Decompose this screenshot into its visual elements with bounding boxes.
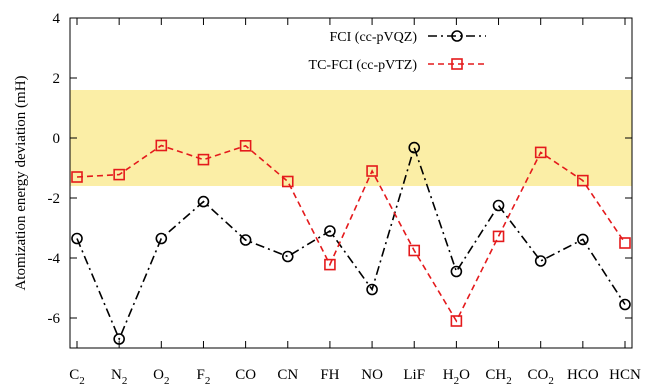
data-point	[324, 225, 336, 237]
series-layer	[71, 139, 631, 345]
legend-label: TC-FCI (cc-pVTZ)	[309, 58, 418, 73]
data-point	[450, 265, 463, 278]
data-point	[408, 244, 421, 257]
x-tick-label: C2	[69, 367, 85, 387]
data-point	[408, 141, 421, 154]
y-tick-label: 2	[53, 71, 61, 87]
x-tick-label: O2	[153, 367, 169, 387]
data-point	[239, 140, 252, 152]
data-point	[450, 315, 463, 327]
y-tick-label: -4	[48, 251, 61, 267]
series-line	[76, 144, 626, 342]
data-point	[492, 230, 505, 243]
data-point	[197, 195, 210, 208]
data-point	[534, 255, 547, 267]
x-tick-label: NO	[361, 367, 383, 383]
series-tc-fci	[71, 139, 631, 327]
data-point	[366, 165, 378, 177]
x-tick-label: HCN	[609, 367, 641, 383]
data-point	[366, 283, 378, 296]
data-point	[197, 153, 210, 166]
x-tick-label: N2	[111, 367, 127, 387]
chemical-accuracy-band-layer	[70, 90, 632, 186]
legend: FCI (cc-pVQZ) TC-FCI (cc-pVTZ)	[309, 30, 486, 73]
data-point	[281, 250, 294, 263]
data-point	[324, 258, 336, 271]
data-point	[155, 232, 168, 245]
series-line	[76, 144, 626, 323]
x-tick-label: H2O	[443, 367, 470, 387]
y-tick-label: -6	[48, 311, 61, 327]
legend-marker	[451, 30, 463, 42]
series-fci	[71, 141, 631, 345]
data-point	[619, 298, 631, 311]
data-point	[577, 174, 589, 187]
data-point	[239, 234, 252, 246]
legend-label: FCI (cc-pVQZ)	[330, 30, 418, 45]
y-axis-label: Atomization energy deviation (mH)	[13, 75, 29, 290]
data-point	[71, 171, 83, 183]
data-point	[71, 232, 83, 245]
y-tick-label: 0	[53, 131, 61, 147]
y-axis: -6 -4 -2 0 2 4	[48, 11, 632, 327]
x-tick-label: HCO	[567, 367, 599, 383]
data-point	[534, 146, 547, 159]
x-tick-label: CN	[277, 367, 298, 383]
x-tick-label: CO	[235, 367, 256, 383]
x-tick-label: LiF	[403, 367, 425, 383]
data-point	[577, 233, 589, 246]
data-point	[492, 199, 505, 212]
y-tick-label: -2	[48, 191, 61, 207]
y-tick-label: 4	[53, 11, 61, 27]
data-point	[619, 237, 631, 249]
legend-marker	[451, 58, 463, 70]
x-tick-label: FH	[320, 367, 339, 383]
chemical-accuracy-band	[70, 90, 632, 186]
data-point	[281, 175, 294, 188]
x-tick-label: CH2	[485, 367, 511, 387]
data-point	[155, 139, 168, 152]
plot-frame	[69, 17, 633, 349]
x-tick-label: CO2	[528, 367, 554, 387]
data-point	[113, 168, 125, 181]
x-tick-label: F2	[197, 367, 211, 387]
x-axis: C2 N2 O2 F2 CO CN FH NO LiF H2O CH2 CO2 HCO HCN	[69, 18, 641, 387]
